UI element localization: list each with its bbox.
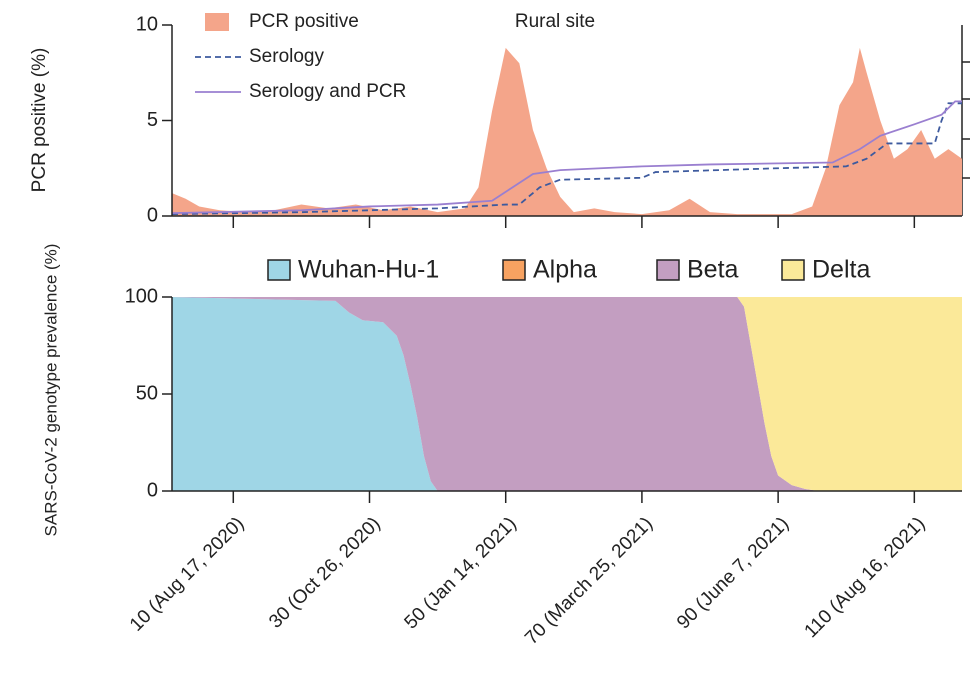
y-tick-label: 5	[147, 109, 158, 131]
y-tick-label: 0	[147, 204, 158, 226]
right-axis	[961, 25, 970, 216]
genotype-area	[172, 297, 962, 491]
x-tick-label: 30 (Oct 26, 2020)	[265, 513, 384, 632]
y-axis-label: SARS-CoV-2 genotype prevalence (%)	[41, 244, 60, 537]
legend-swatch	[205, 13, 229, 31]
legend-swatch	[267, 259, 291, 281]
legend-swatch	[656, 259, 680, 281]
legend-label: PCR positive	[249, 11, 359, 32]
legend-swatch	[502, 259, 526, 281]
series-line	[171, 102, 962, 215]
x-tick-label: 90 (June 7, 2021)	[673, 513, 793, 633]
y-tick-label: 50	[136, 382, 158, 404]
legend-label: Wuhan-Hu-1	[298, 256, 439, 284]
series-line	[171, 100, 962, 215]
legend-label: Serology and PCR	[249, 81, 406, 102]
legend-label: Beta	[687, 256, 739, 284]
y-tick-label: 100	[125, 285, 158, 307]
y-tick-label: 10	[136, 13, 158, 35]
legend-swatch	[781, 259, 805, 281]
legend-label: Serology	[249, 46, 324, 67]
pcr-area	[172, 47, 962, 216]
y-axis-label: PCR positive (%)	[29, 48, 50, 193]
legend-label: Delta	[812, 256, 870, 284]
x-tick-label: 70 (March 25, 2021)	[521, 513, 657, 649]
legend-label: Alpha	[533, 256, 597, 284]
annotation: Rural site	[515, 11, 595, 32]
x-tick-label: 110 (Aug 16, 2021)	[801, 513, 930, 642]
y-tick-label: 0	[147, 479, 158, 501]
x-tick-label: 10 (Aug 17, 2020)	[126, 513, 248, 635]
genotype-area	[172, 297, 962, 491]
genotype-area	[172, 297, 962, 491]
x-tick-label: 50 (Jan 14, 2021)	[401, 513, 521, 633]
